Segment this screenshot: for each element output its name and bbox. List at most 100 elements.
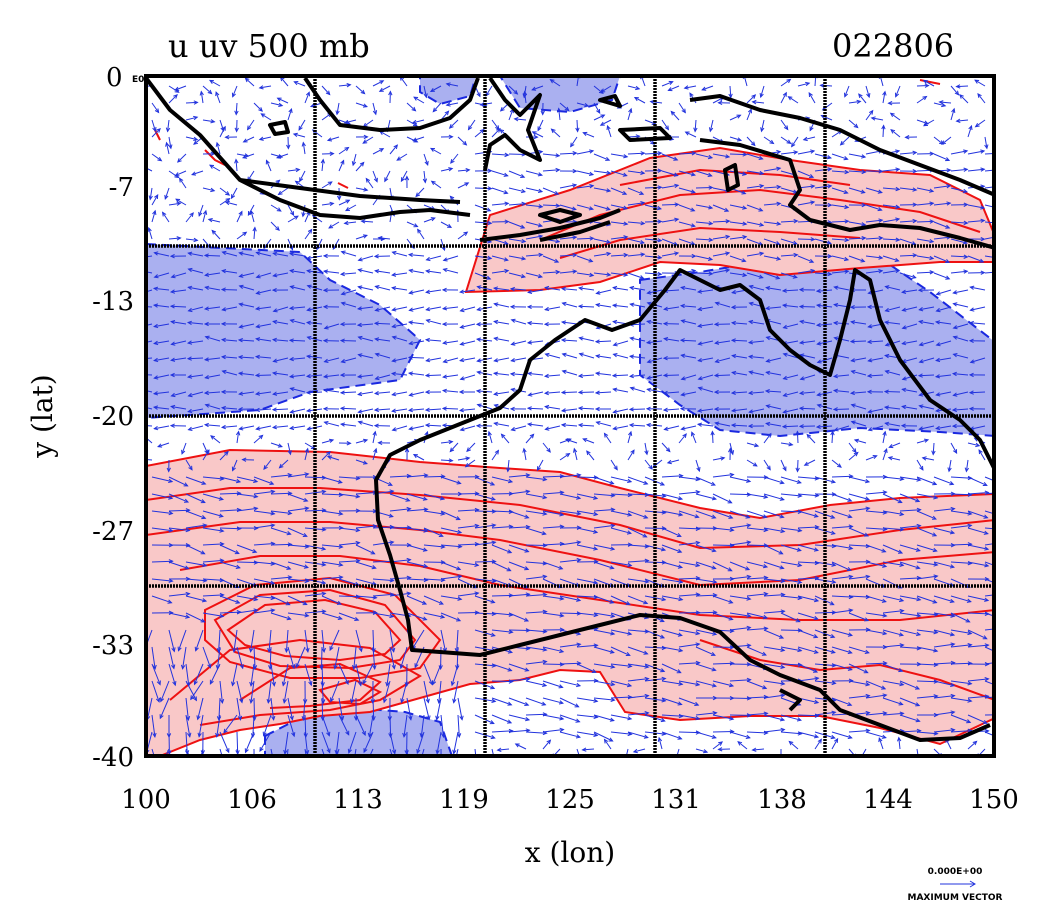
wind-vector (270, 697, 275, 720)
wind-vector-head (949, 598, 955, 603)
wind-vector (559, 731, 581, 738)
wind-vector (353, 646, 357, 669)
wind-vector (146, 306, 153, 308)
wind-vector (865, 270, 883, 274)
wind-vector-head (388, 513, 394, 518)
wind-vector-head (504, 201, 510, 206)
wind-vector (746, 680, 767, 689)
wind-vector (536, 459, 544, 471)
wind-vector-head (465, 168, 471, 173)
wind-vector-head (253, 608, 259, 613)
wind-vector (151, 210, 156, 223)
wind-vector (411, 629, 425, 649)
wind-vector (148, 227, 153, 240)
wind-vector-head (576, 540, 582, 545)
wind-vector (341, 289, 357, 295)
wind-vector (573, 448, 578, 461)
wind-vector (440, 459, 453, 462)
wind-vector (967, 204, 985, 209)
wind-vector-head (798, 340, 805, 345)
wind-vector-head (674, 183, 680, 189)
wind-vector-head (901, 340, 907, 346)
wind-vector (157, 442, 170, 448)
wind-vector-head (408, 426, 414, 431)
wind-vector-head (459, 289, 465, 294)
wind-vector (984, 696, 994, 699)
wind-vector (559, 152, 577, 155)
wind-vector-head (201, 515, 207, 520)
wind-vector (698, 289, 714, 293)
wind-vector-head (1002, 695, 1006, 698)
wind-vector (406, 748, 409, 756)
wind-vector-head (696, 466, 701, 473)
wind-vector (695, 712, 717, 716)
coastline-new-guinea (699, 138, 994, 250)
wind-vector-head (157, 443, 163, 448)
wind-vector (389, 508, 411, 512)
wind-vector-head (609, 480, 615, 485)
wind-vector (357, 323, 374, 326)
wind-vector (729, 576, 751, 580)
wind-vector (146, 357, 153, 359)
wind-vector-head (271, 681, 276, 687)
wind-vector-head (487, 186, 493, 191)
wind-vector-head (407, 407, 413, 413)
wind-vector (797, 646, 818, 654)
wind-vector (409, 306, 425, 311)
wind-vector-head (866, 304, 872, 310)
wind-vector-head (286, 531, 292, 536)
wind-vector-head (235, 564, 241, 569)
wind-vector-head (271, 424, 277, 430)
wind-vector-head (711, 514, 717, 519)
wind-vector-head (815, 322, 821, 328)
wind-vector (576, 255, 593, 262)
wind-vector (667, 459, 680, 464)
wind-vector-head (305, 320, 311, 326)
wind-vector (290, 425, 306, 429)
wind-vector (834, 374, 850, 377)
wind-vector-head (780, 528, 786, 534)
wind-vector (151, 194, 159, 206)
wind-vector-head (713, 322, 719, 327)
wind-vector (491, 680, 513, 683)
wind-vector (219, 731, 230, 753)
wind-vector-head (504, 152, 510, 158)
wind-vector-head (884, 421, 890, 426)
wind-vector-head (510, 341, 516, 346)
wind-vector (219, 198, 230, 206)
wind-vector (797, 663, 818, 673)
wind-vector-head (559, 662, 565, 667)
wind-vector (218, 629, 221, 653)
wind-vector-head (984, 546, 990, 551)
wind-vector (205, 404, 221, 410)
wind-vector-head (260, 113, 266, 118)
wind-vector-head (778, 634, 785, 639)
wind-vector-head (830, 734, 836, 740)
wind-vector-head (918, 359, 924, 364)
wind-vector-head (288, 356, 294, 362)
wind-vector-head (776, 256, 782, 261)
wind-vector (436, 731, 442, 754)
wind-vector-head (792, 274, 798, 279)
wind-vector (372, 148, 384, 155)
wind-vector-head (932, 547, 938, 553)
wind-vector-head (531, 131, 537, 136)
wind-vector-head (776, 221, 782, 226)
wind-vector-head (968, 338, 974, 344)
wind-vector-head (373, 447, 378, 453)
wind-vector-head (612, 285, 618, 291)
wind-vector (797, 238, 815, 240)
wind-vector (610, 663, 632, 667)
wind-vector (732, 371, 748, 376)
wind-vector-head (627, 512, 633, 517)
wind-vector (576, 663, 597, 673)
wind-vector-head (475, 322, 481, 327)
wind-vector-head (448, 134, 454, 140)
wind-vector (882, 238, 900, 241)
wind-vector (168, 94, 178, 104)
wind-vector (222, 306, 238, 311)
wind-vector-head (793, 150, 799, 155)
wind-vector-head (287, 510, 293, 516)
wind-vector-head (543, 373, 549, 379)
wind-vector (604, 433, 612, 444)
